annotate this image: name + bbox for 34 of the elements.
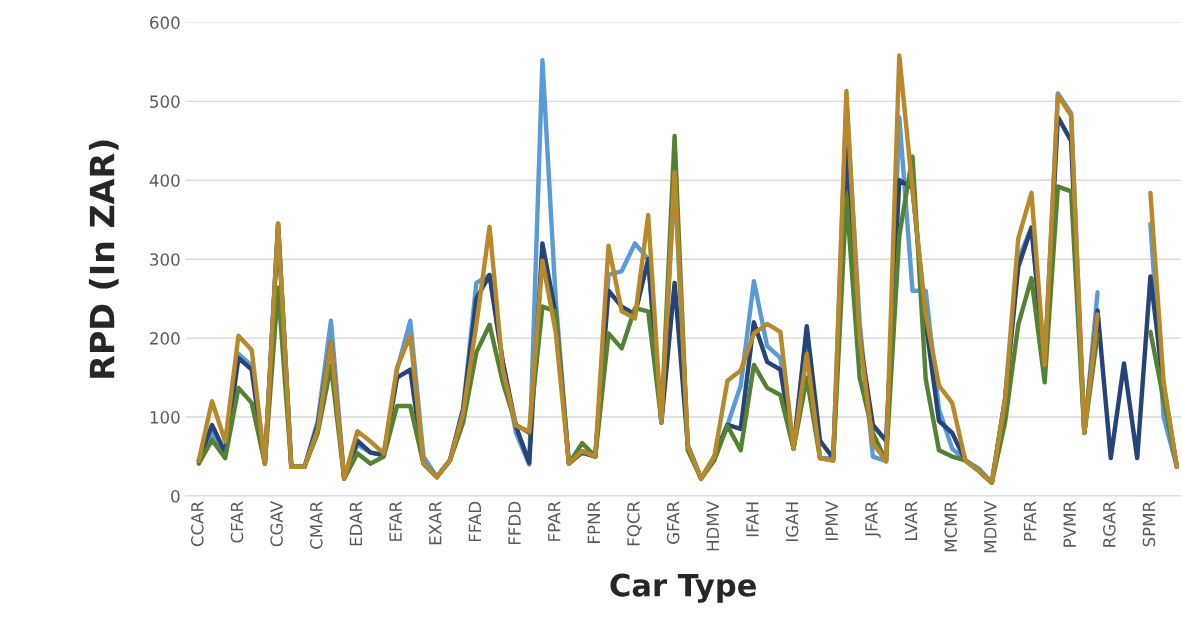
x-tick-label: CGAV	[270, 501, 283, 547]
x-tick-label: JFAR	[865, 501, 881, 538]
x-tick-label: LVAR	[904, 501, 918, 540]
x-tick-label: EFAR	[389, 501, 402, 541]
x-tick-label: IFAH	[746, 502, 759, 537]
x-tick-label: PFAR	[1023, 501, 1037, 541]
x-tick-label: FFAD	[468, 501, 481, 542]
y-tick-label: 400	[149, 174, 180, 187]
y-tick-label: 600	[150, 16, 180, 29]
y-tick-label: 500	[150, 95, 180, 108]
x-tick-label: IGAH	[785, 502, 799, 541]
y-axis-title: RPD (In ZAR)	[88, 140, 119, 378]
x-tick-label: GFAR	[666, 501, 680, 544]
x-tick-label: EDAR	[349, 501, 362, 546]
y-tick-label: 300	[150, 253, 180, 266]
y-tick-label: 100	[150, 411, 180, 424]
x-tick-label: CFAR	[230, 501, 244, 543]
x-tick-label: FQCR	[627, 501, 642, 546]
y-tick-label: 0	[171, 489, 180, 503]
x-tick-label: EXAR	[429, 501, 442, 545]
x-axis-title: Car Type	[610, 573, 756, 603]
x-tick-label: FPAR	[548, 501, 561, 541]
x-tick-label: CCAR	[191, 501, 204, 547]
y-tick-label: 200	[150, 332, 180, 345]
x-tick-label: CMAR	[309, 501, 323, 549]
x-tick-label: RGAR	[1103, 501, 1116, 547]
x-tick-label: FPNR	[587, 501, 600, 543]
x-tick-label: SPMR	[1142, 501, 1156, 547]
x-tick-label: IPMV	[825, 501, 838, 540]
x-tick-label: MDMV	[984, 501, 997, 553]
x-tick-label: FFDD	[508, 501, 521, 545]
x-tick-label: PVMR	[1063, 501, 1076, 547]
x-tick-label: HDMV	[706, 501, 719, 551]
x-tick-label: MCMR	[944, 501, 957, 552]
